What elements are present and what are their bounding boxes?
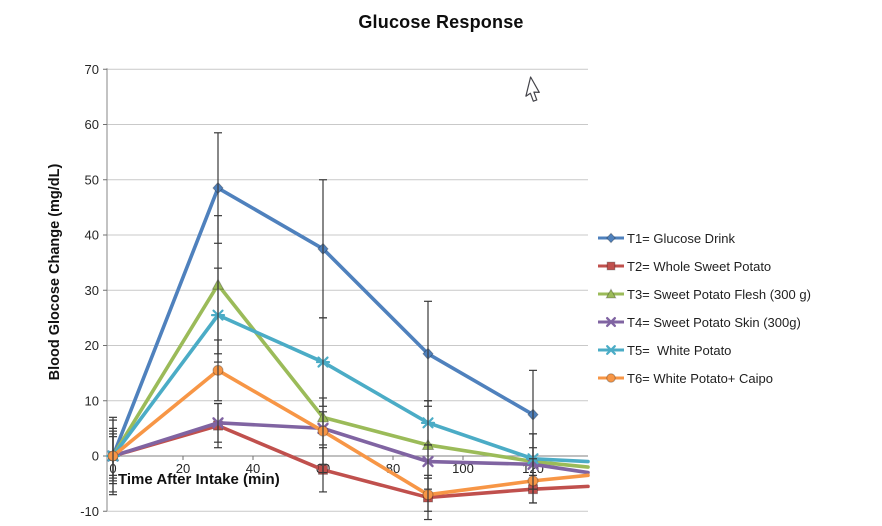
legend-label: T1= Glucose Drink	[627, 230, 736, 246]
y-tick-label: 70	[85, 62, 99, 77]
y-tick-label: 20	[85, 338, 99, 353]
x-axis-title: Time After Intake (min)	[118, 471, 280, 488]
legend-item-t5: T5= White Potato	[598, 336, 811, 364]
y-tick-label: 50	[85, 172, 99, 187]
legend-marker-icon	[598, 316, 624, 328]
series-line	[111, 421, 590, 475]
legend-label: T6= White Potato+ Caipo	[627, 370, 773, 386]
legend-marker-icon	[598, 288, 624, 299]
legend-label: T2= Whole Sweet Potato	[627, 258, 772, 274]
legend-marker-icon	[598, 261, 624, 271]
mouse-cursor-icon	[525, 76, 540, 102]
marker-circle	[606, 373, 616, 383]
y-tick-label: 10	[85, 393, 99, 408]
y-tick-label: 0	[92, 449, 99, 464]
series-t6	[107, 339, 590, 512]
legend-item-t4: T4= Sweet Potato Skin (300g)	[598, 308, 811, 336]
legend-item-t3: T3= Sweet Potato Flesh (300 g)	[598, 280, 811, 308]
legend-marker-icon	[598, 232, 624, 244]
x-tick-label: 20	[176, 461, 190, 476]
series-line	[111, 368, 590, 497]
series-t3	[106, 215, 590, 493]
marker-square	[606, 261, 616, 271]
x-tick-label: 100	[452, 461, 474, 476]
legend-item-t6: T6= White Potato+ Caipo	[598, 364, 811, 392]
marker-x	[605, 316, 617, 328]
legend-item-t1: T1= Glucose Drink	[598, 224, 811, 252]
legend-label: T5= White Potato	[627, 342, 732, 358]
chart-title: Glucose Response	[358, 12, 524, 32]
series-line	[111, 423, 590, 500]
y-tick-label: -10	[80, 504, 99, 519]
legend-label: T4= Sweet Potato Skin (300g)	[627, 314, 801, 330]
marker-triangle	[605, 288, 617, 299]
legend: T1= Glucose Drink T2= Whole Sweet Potato T…	[598, 224, 811, 392]
legend-marker-icon	[598, 373, 624, 383]
series-line	[111, 313, 590, 464]
y-tick-label: 40	[85, 228, 99, 243]
y-tick-label: 60	[85, 117, 99, 132]
legend-label: T3= Sweet Potato Flesh (300 g)	[627, 286, 811, 302]
legend-marker-icon	[598, 345, 624, 355]
marker-diamond	[606, 232, 616, 244]
x-tick-label: 40	[246, 461, 260, 476]
legend-item-t2: T2= Whole Sweet Potato	[598, 252, 811, 280]
y-tick-label: 30	[85, 283, 99, 298]
marker-asterisk	[604, 345, 618, 355]
series-line	[111, 282, 590, 469]
